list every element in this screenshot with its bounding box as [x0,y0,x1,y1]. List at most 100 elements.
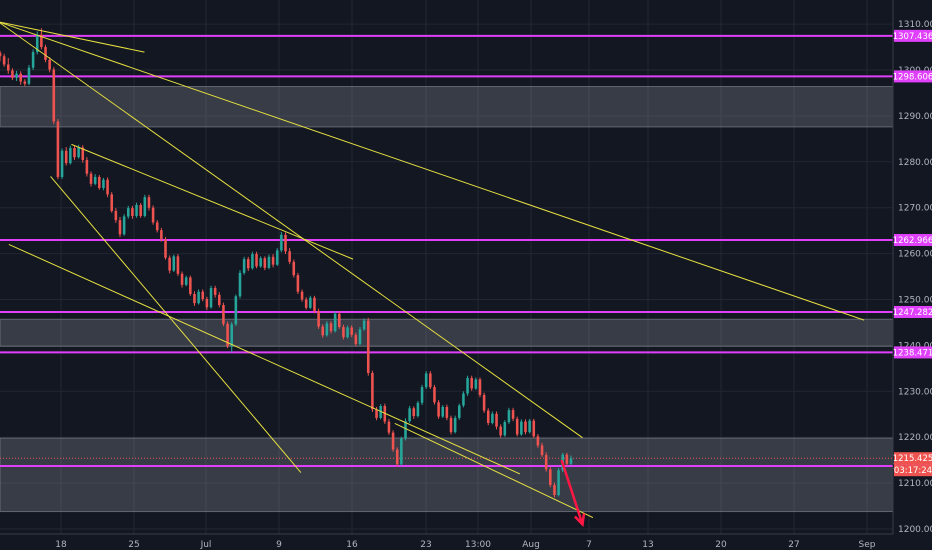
candle-body [532,420,536,437]
candle-body [528,420,531,433]
time-axis[interactable]: 18 25 Jul 9 16 23 13:00 Aug 7 13 20 27 Sep [55,540,875,550]
candle [478,377,482,398]
candle-body [126,208,130,217]
candle [259,256,262,268]
candle [362,318,366,331]
candle-body [209,288,213,308]
trendline [0,21,145,53]
candle [486,408,490,426]
candle-body [271,256,275,265]
candle-body [251,254,254,269]
y-tick-label: 1210.000 [898,479,932,489]
support-resistance-zones [0,86,894,513]
candle-body [309,297,312,308]
candle-body [329,323,333,332]
trendline [0,21,865,321]
candle-body [358,329,362,345]
candle [64,147,68,166]
level-tag: 1262.966 [893,233,932,246]
candle [242,256,246,275]
candle [27,64,31,86]
candle-body [172,256,176,271]
candle [147,194,151,211]
candle [135,202,138,218]
candle [470,375,473,391]
candle [164,237,167,260]
candle-body [565,454,569,464]
candle-body [553,484,556,496]
x-tick-label: Jul [200,540,212,550]
candle-body [321,326,325,336]
candle-body [189,277,192,294]
candle-body [536,436,540,446]
candle [98,175,101,190]
candle [230,321,233,353]
candle [540,442,544,457]
candle [309,295,312,310]
candle [358,327,362,346]
candle [201,289,205,302]
candle-body [184,277,188,285]
candle [300,289,304,302]
candle-body [395,449,399,465]
candle-body [19,73,22,82]
candle [565,452,569,467]
candle-body [433,387,436,403]
candle-body [416,402,420,417]
candle [553,482,556,498]
candle-body [238,272,242,297]
candle [56,119,60,180]
arrow-head [573,513,586,528]
candle-body [391,432,395,450]
candle-body [15,73,18,78]
candle [387,418,391,435]
candle [180,271,184,288]
candle-body [52,69,56,122]
candle [151,205,155,225]
candle [313,295,316,314]
candle [0,50,2,62]
candle-body [56,121,60,177]
candle-body [457,405,461,418]
countdown-tag-text: 03:17:24 [894,466,932,476]
level-tag-text: 1238.471 [893,348,932,358]
price-tag-text: 1215.425 [893,454,932,464]
candle [2,53,6,67]
candle-body [143,197,147,216]
candle-body [313,297,316,311]
candle [350,325,353,338]
candle-body [375,409,378,418]
candle [429,371,432,390]
candle-body [77,147,80,158]
candle-body [102,179,105,188]
countdown-tag: 03:17:24 [894,464,932,477]
candle [73,145,76,160]
candle-body [176,256,180,274]
candle [222,302,225,327]
candle [288,248,291,265]
candle [251,251,254,270]
candle [433,384,436,405]
candle-body [296,275,300,292]
candle [197,289,200,305]
candle [110,192,114,213]
candle [226,321,229,349]
zone-rect [0,86,894,128]
trendline [8,243,521,475]
candle-body [280,234,283,251]
zone-rect [0,437,894,513]
candle-body [180,273,184,285]
level-tag-text: 1247.282 [893,308,932,318]
candle-body [342,327,345,338]
candle-body [164,239,167,258]
candle-body [429,373,432,388]
candle [491,411,494,425]
candle [267,254,271,270]
candle-body [437,402,440,417]
candle-body [147,197,151,208]
candle [338,311,341,329]
candle [549,467,552,488]
y-tick-label: 1310.000 [898,20,932,30]
candle [528,418,531,434]
